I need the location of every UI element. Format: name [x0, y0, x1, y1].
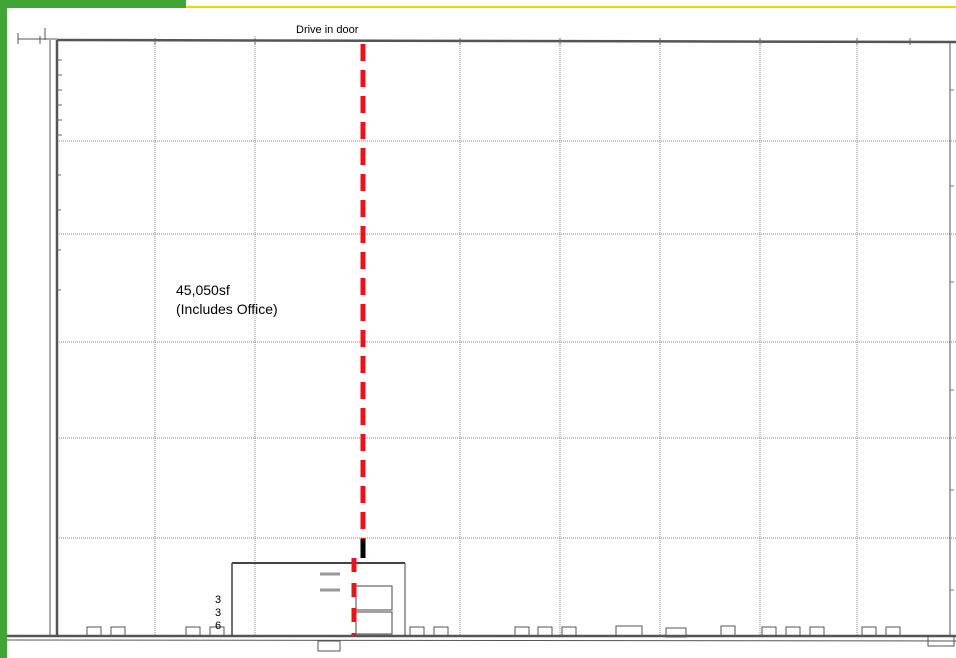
digit-3: 6 — [215, 620, 222, 632]
digit-2: 3 — [215, 607, 222, 619]
green-corner-block — [0, 0, 186, 8]
office-block — [231, 562, 406, 636]
green-border-left — [0, 0, 7, 658]
digit-1: 3 — [215, 594, 222, 606]
drive-in-door-label: Drive in door — [296, 24, 359, 36]
area-sqft-text: 45,050sf — [176, 282, 230, 298]
vertical-number-label: 3 3 6 — [215, 594, 221, 633]
building-walls — [6, 28, 956, 642]
area-note-text: (Includes Office) — [176, 301, 278, 317]
right-wall-ticks — [950, 89, 954, 591]
area-label: 45,050sf (Includes Office) — [176, 281, 278, 319]
top-wall-ticks — [154, 38, 911, 45]
column-grid — [57, 36, 956, 636]
left-wall-ticks — [57, 59, 62, 291]
dock-doors — [86, 625, 955, 652]
